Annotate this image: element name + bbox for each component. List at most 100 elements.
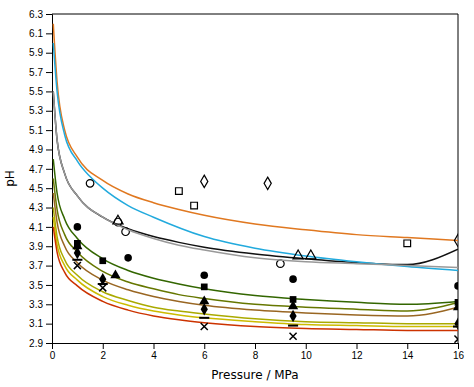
line xyxy=(53,193,458,316)
tick-mark xyxy=(46,324,52,325)
tick-label: 6 xyxy=(202,350,208,361)
tick-label: 3.5 xyxy=(29,280,43,291)
x-axis: 0 2 4 6 8 10 12 14 16 xyxy=(50,343,465,361)
axis-domain xyxy=(53,344,459,350)
tick: 4.3 xyxy=(29,202,52,213)
tick-label: 4.5 xyxy=(29,183,43,194)
marker xyxy=(113,215,123,224)
marker xyxy=(454,317,458,329)
tick-label: 10 xyxy=(301,350,313,361)
tick-mark xyxy=(46,188,52,189)
marker xyxy=(99,257,106,264)
tick: 5.5 xyxy=(29,86,52,97)
marker xyxy=(453,326,458,328)
marker xyxy=(454,336,458,343)
tick-label: 6.1 xyxy=(29,28,43,39)
marker xyxy=(176,188,183,195)
line xyxy=(53,91,458,267)
marker xyxy=(288,300,298,309)
line xyxy=(53,91,458,264)
marker xyxy=(454,282,458,290)
marker xyxy=(74,247,81,259)
tick-mark xyxy=(46,285,52,286)
tick-mark xyxy=(255,343,256,349)
marker xyxy=(288,325,298,327)
tick-mark xyxy=(46,130,52,131)
marker xyxy=(289,275,297,283)
plot-area xyxy=(53,24,458,343)
tick-mark xyxy=(46,343,52,344)
tick-mark xyxy=(46,304,52,305)
tick-label: 5.3 xyxy=(29,105,43,116)
tick-label: 4.7 xyxy=(29,164,43,175)
tick-label: 2 xyxy=(100,350,106,361)
tick-label: 12 xyxy=(351,350,363,361)
tick-label: 0 xyxy=(50,350,56,361)
marker xyxy=(201,175,208,187)
tick: 5.9 xyxy=(29,47,52,58)
marker xyxy=(99,284,106,291)
marker xyxy=(199,317,209,319)
tick-label: 6.3 xyxy=(29,9,43,20)
marker xyxy=(201,284,208,291)
marker xyxy=(289,310,296,322)
tick-label: 16 xyxy=(453,350,465,361)
tick: 6 xyxy=(202,343,208,361)
tick-mark xyxy=(154,343,155,349)
tick-mark xyxy=(204,343,205,349)
tick-mark xyxy=(46,53,52,54)
tick-label: 3.1 xyxy=(29,318,43,329)
marker xyxy=(404,240,411,247)
tick: 3.7 xyxy=(29,260,52,271)
tick-mark xyxy=(46,33,52,34)
tick-label: 2.9 xyxy=(29,338,43,349)
marker xyxy=(200,271,208,279)
tick-label: 5.9 xyxy=(29,47,43,58)
tick-label: 4 xyxy=(151,350,157,361)
tick-mark xyxy=(46,14,52,15)
tick-mark xyxy=(103,343,104,349)
frame xyxy=(458,14,459,343)
tick-label: 5.1 xyxy=(29,125,43,136)
tick: 2.9 xyxy=(29,338,52,349)
tick-mark xyxy=(46,111,52,112)
marker xyxy=(124,254,132,262)
marker xyxy=(454,234,458,246)
tick: 2 xyxy=(100,343,106,361)
tick-label: 3.9 xyxy=(29,241,43,252)
tick: 5.1 xyxy=(29,125,52,136)
tick: 5.3 xyxy=(29,105,52,116)
tick-mark xyxy=(46,266,52,267)
tick-label: 3.3 xyxy=(29,299,43,310)
line xyxy=(53,159,458,304)
tick: 4.7 xyxy=(29,164,52,175)
tick-label: 8 xyxy=(253,350,259,361)
tick: 3.5 xyxy=(29,280,52,291)
tick: 3.1 xyxy=(29,318,52,329)
tick: 14 xyxy=(402,343,414,361)
tick-label: 4.3 xyxy=(29,202,43,213)
tick: 4.1 xyxy=(29,222,52,233)
frame xyxy=(52,14,458,15)
tick-mark xyxy=(46,91,52,92)
tick-mark xyxy=(357,343,358,349)
tick: 5.7 xyxy=(29,67,52,78)
marker xyxy=(74,262,81,269)
tick-label: 5.5 xyxy=(29,86,43,97)
tick: 4 xyxy=(151,343,157,361)
line xyxy=(53,227,458,331)
marker xyxy=(293,250,303,259)
tick: 6.3 xyxy=(29,9,52,20)
chart: 0 2 4 6 8 10 12 14 16 2.9 3.1 3.3 3.5 3.7 3.9 4.1 4.3 4.5… xyxy=(0,0,474,387)
tick-mark xyxy=(46,149,52,150)
tick-mark xyxy=(407,343,408,349)
tick-mark xyxy=(46,227,52,228)
tick: 0 xyxy=(50,343,56,361)
y-axis-title: pH xyxy=(3,170,17,187)
x-axis-title: Pressure / MPa xyxy=(211,368,298,382)
tick: 8 xyxy=(253,343,259,361)
tick-mark xyxy=(306,343,307,349)
tick-mark xyxy=(458,343,459,349)
tick: 3.9 xyxy=(29,241,52,252)
line xyxy=(53,217,458,326)
